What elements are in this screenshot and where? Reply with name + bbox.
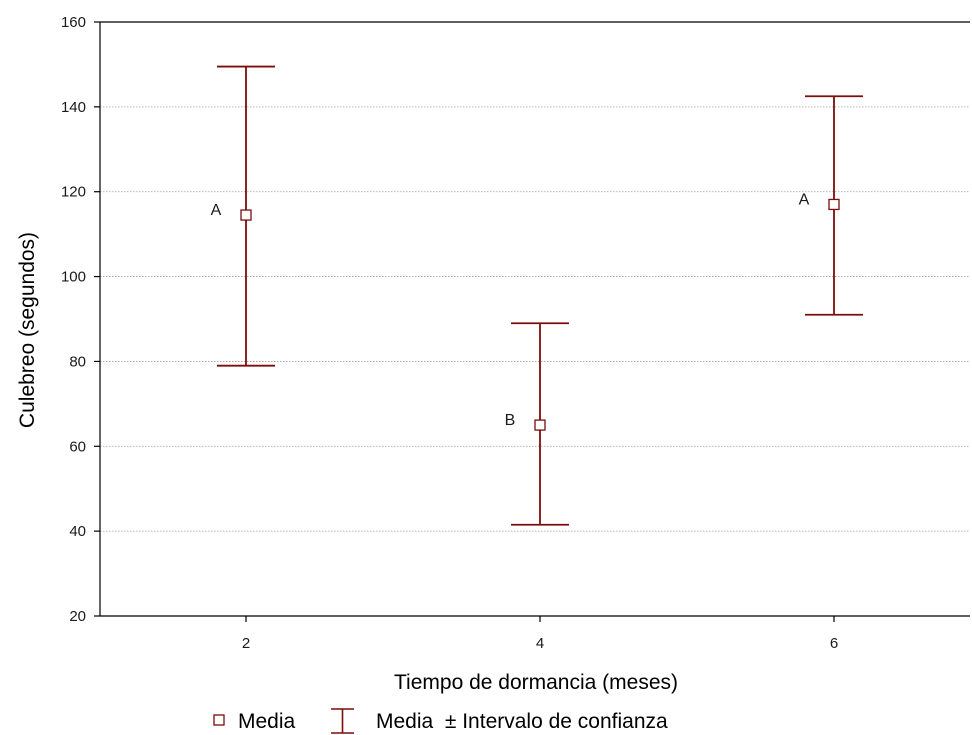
grid-lines xyxy=(100,106,970,532)
legend-mean-marker xyxy=(213,714,225,726)
y-ticks: 20 40 60 80 100 120 140 160 xyxy=(61,14,100,625)
legend: Media Media ± Intervalo de confianza xyxy=(213,708,668,734)
group-letter-4: B xyxy=(505,412,516,429)
group-letter-2: A xyxy=(211,202,222,219)
y-tick-label-80: 80 xyxy=(69,353,86,370)
y-tick-label-20: 20 xyxy=(69,608,86,625)
x-ticks: 2 4 6 xyxy=(242,616,838,652)
legend-interval-label: Media ± Intervalo de confianza xyxy=(376,710,668,733)
x-axis-title: Tiempo de dormancia (meses) xyxy=(394,671,678,694)
legend-mean-label: Media xyxy=(238,710,296,733)
mean-marker-4 xyxy=(534,419,546,431)
x-tick-label-2: 2 xyxy=(242,635,250,652)
group-letter-6: A xyxy=(799,191,810,208)
y-tick-label-40: 40 xyxy=(69,523,86,540)
y-tick-label-160: 160 xyxy=(61,14,86,31)
legend-interval-marker xyxy=(331,708,354,734)
x-tick-label-4: 4 xyxy=(536,635,544,652)
y-axis-title: Culebreo (segundos) xyxy=(16,232,39,428)
y-tick-label-120: 120 xyxy=(61,184,86,201)
y-tick-label-100: 100 xyxy=(61,269,86,286)
y-tick-label-140: 140 xyxy=(61,99,86,116)
axes xyxy=(99,21,970,617)
y-tick-label-60: 60 xyxy=(69,438,86,455)
x-tick-label-6: 6 xyxy=(830,635,838,652)
mean-marker-6 xyxy=(828,198,840,211)
data-marks: A B A xyxy=(211,65,863,526)
mean-marker-2 xyxy=(240,209,252,221)
